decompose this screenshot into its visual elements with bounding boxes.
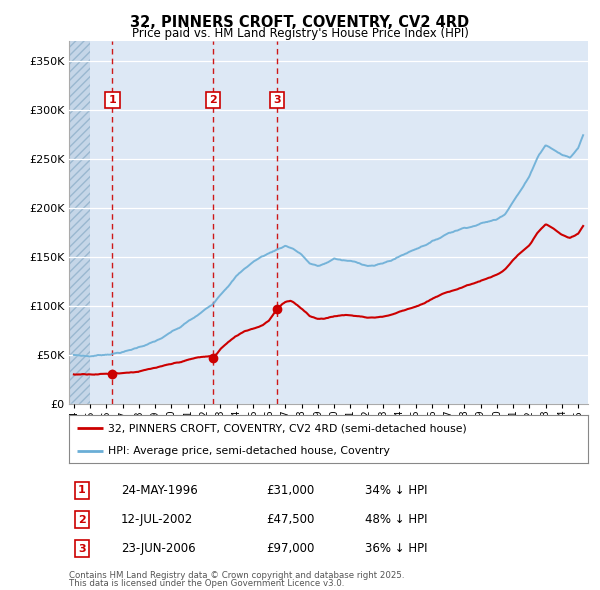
Bar [69, 41, 90, 404]
Text: 1: 1 [78, 486, 86, 495]
Text: £31,000: £31,000 [266, 484, 314, 497]
Text: £47,500: £47,500 [266, 513, 314, 526]
Text: 32, PINNERS CROFT, COVENTRY, CV2 4RD: 32, PINNERS CROFT, COVENTRY, CV2 4RD [130, 15, 470, 30]
Text: 36% ↓ HPI: 36% ↓ HPI [365, 542, 427, 555]
Text: 24-MAY-1996: 24-MAY-1996 [121, 484, 197, 497]
Text: 2: 2 [78, 514, 86, 525]
Text: 23-JUN-2006: 23-JUN-2006 [121, 542, 196, 555]
Text: This data is licensed under the Open Government Licence v3.0.: This data is licensed under the Open Gov… [69, 579, 344, 588]
Text: 3: 3 [78, 544, 86, 554]
Text: 1: 1 [109, 95, 116, 105]
Text: 32, PINNERS CROFT, COVENTRY, CV2 4RD (semi-detached house): 32, PINNERS CROFT, COVENTRY, CV2 4RD (se… [108, 423, 467, 433]
Text: 48% ↓ HPI: 48% ↓ HPI [365, 513, 427, 526]
Text: 34% ↓ HPI: 34% ↓ HPI [365, 484, 427, 497]
Text: 3: 3 [273, 95, 281, 105]
Text: £97,000: £97,000 [266, 542, 314, 555]
Text: 12-JUL-2002: 12-JUL-2002 [121, 513, 193, 526]
Text: HPI: Average price, semi-detached house, Coventry: HPI: Average price, semi-detached house,… [108, 445, 390, 455]
Text: Price paid vs. HM Land Registry's House Price Index (HPI): Price paid vs. HM Land Registry's House … [131, 27, 469, 40]
Text: Contains HM Land Registry data © Crown copyright and database right 2025.: Contains HM Land Registry data © Crown c… [69, 571, 404, 580]
Text: 2: 2 [209, 95, 217, 105]
